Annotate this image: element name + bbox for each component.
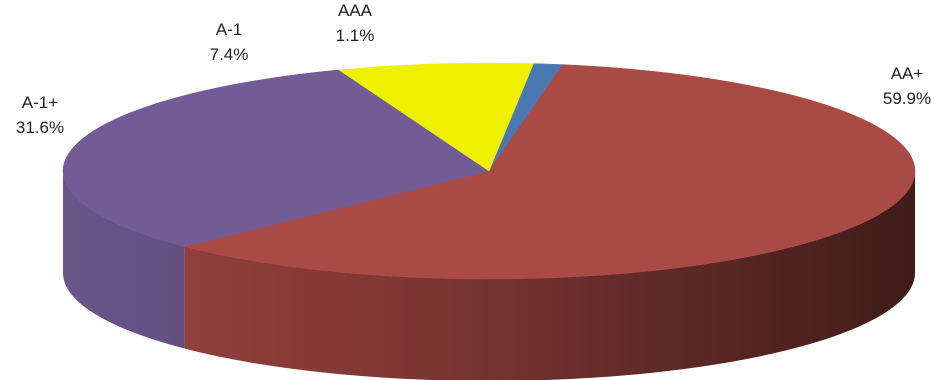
pie-slice-aa- — [184, 64, 916, 280]
slice-value-label: 59.9% — [883, 89, 931, 108]
pie-side-a-1- — [63, 171, 185, 349]
slice-label-aaa: AAA 1.1% — [336, 1, 375, 45]
slice-label-aa-: AA+ 59.9% — [883, 64, 931, 108]
pie-sides — [63, 171, 915, 380]
slice-value-label: 1.1% — [336, 26, 375, 45]
slice-value-label: 7.4% — [210, 45, 249, 64]
pie-slice-a-1- — [62, 69, 490, 247]
slice-value-label: 31.6% — [16, 118, 64, 137]
pie-top-slices — [62, 62, 916, 280]
slice-category-label: A-1+ — [22, 93, 58, 112]
pie-slice-a-1 — [338, 62, 534, 172]
slice-label-a-1: A-1 7.4% — [210, 20, 249, 64]
slice-category-label: AA+ — [891, 64, 924, 83]
slice-label-a-1-: A-1+ 31.6% — [16, 93, 64, 137]
pie-side-aa- — [184, 171, 915, 380]
slice-labels: AAA 1.1% AA+ 59.9% A-1+ 31.6% A-1 7.4% — [16, 1, 931, 137]
slice-category-label: AAA — [338, 1, 373, 20]
slice-category-label: A-1 — [216, 20, 242, 39]
